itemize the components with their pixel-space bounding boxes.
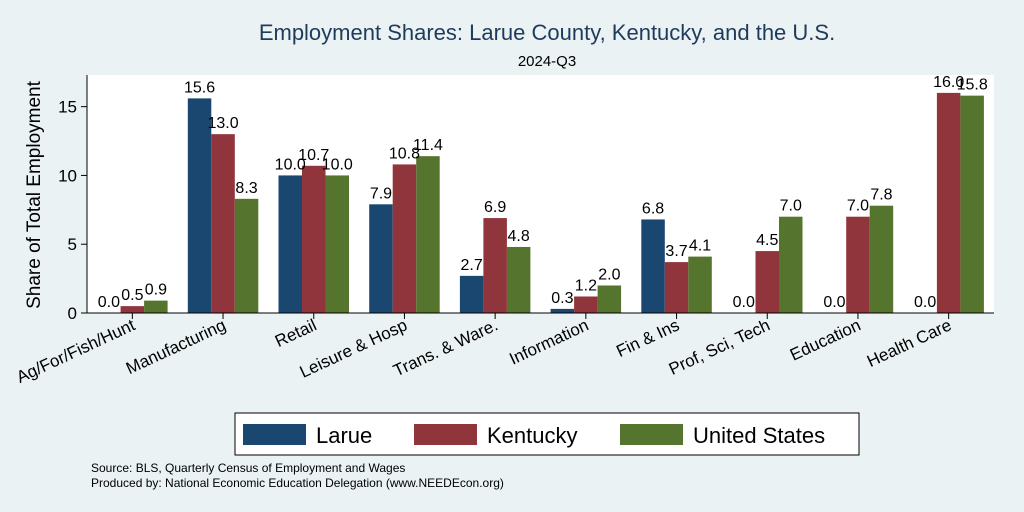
y-tick-label-0: 0 — [68, 304, 77, 323]
data-label-larue-fin-ins: 6.8 — [642, 200, 664, 217]
data-label-united-states-fin-ins: 4.1 — [689, 238, 711, 255]
data-label-larue-prof-sci-tech: 0.0 — [733, 294, 755, 311]
bar-kentucky-manufacturing — [211, 134, 235, 313]
data-label-larue-trans-ware: 2.7 — [461, 257, 483, 274]
bar-united-states-leisure-hosp — [416, 156, 440, 313]
data-label-united-states-ag-for-fish-hunt: 0.9 — [145, 282, 167, 299]
legend-label-united-states: United States — [693, 423, 825, 448]
bars — [120, 92, 984, 314]
data-label-kentucky-trans-ware: 6.9 — [484, 199, 506, 216]
bar-kentucky-fin-ins — [664, 262, 689, 313]
bar-united-states-prof-sci-tech — [779, 216, 803, 313]
bar-larue-leisure-hosp — [369, 204, 393, 313]
data-label-kentucky-fin-ins: 3.7 — [665, 243, 687, 260]
legend-label-larue: Larue — [316, 423, 372, 448]
bar-kentucky-trans-ware — [483, 218, 507, 313]
legend-swatch-larue — [243, 424, 306, 445]
bar-united-states-information — [597, 285, 622, 313]
bar-united-states-ag-for-fish-hunt — [144, 300, 168, 313]
data-label-united-states-trans-ware: 4.8 — [508, 228, 530, 245]
bar-larue-trans-ware — [459, 275, 484, 313]
bar-united-states-retail — [325, 175, 349, 313]
data-label-larue-leisure-hosp: 7.9 — [370, 185, 392, 202]
bar-kentucky-education — [846, 216, 870, 313]
bar-united-states-health-care — [960, 95, 984, 314]
bar-kentucky-health-care — [936, 92, 961, 313]
data-label-larue-information: 0.3 — [551, 290, 573, 307]
data-label-united-states-prof-sci-tech: 7.0 — [780, 198, 802, 215]
source-note: Source: BLS, Quarterly Census of Employm… — [91, 461, 405, 475]
data-label-united-states-retail: 10.0 — [322, 156, 353, 173]
data-label-united-states-leisure-hosp: 11.4 — [413, 137, 443, 154]
bar-kentucky-information — [574, 296, 598, 313]
y-tick-label-10: 10 — [58, 166, 77, 185]
legend: Larue Kentucky United States — [234, 412, 860, 456]
data-label-kentucky-manufacturing: 13.0 — [207, 115, 238, 132]
bar-larue-retail — [278, 175, 302, 313]
data-labels: 0.0 0.5 0.915.613.08.310.010.710.07.910.81… — [98, 74, 988, 311]
data-label-kentucky-leisure-hosp: 10.8 — [389, 145, 420, 162]
legend-swatch-united-states — [620, 424, 683, 445]
data-label-larue-education: 0.0 — [823, 294, 845, 311]
bar-united-states-fin-ins — [688, 256, 712, 313]
legend-box — [234, 412, 860, 456]
data-label-larue-retail: 10.0 — [275, 156, 306, 173]
data-label-kentucky-education: 7.0 — [847, 198, 869, 215]
data-label-kentucky-information: 1.2 — [575, 277, 597, 294]
data-label-united-states-information: 2.0 — [598, 266, 620, 283]
data-label-kentucky-retail: 10.7 — [298, 147, 329, 164]
data-label-united-states-health-care: 15.8 — [957, 77, 988, 94]
y-axis-title: Share of Total Employment — [24, 80, 45, 308]
data-label-united-states-education: 7.8 — [870, 187, 892, 204]
data-label-kentucky-health-care: 16.0 — [933, 74, 964, 91]
chart-title: Employment Shares: Larue County, Kentuck… — [259, 20, 835, 45]
data-label-larue-ag-for-fish-hunt: 0.0 — [98, 294, 120, 311]
chart-subtitle: 2024-Q3 — [518, 53, 576, 70]
y-tick-label-5: 5 — [68, 235, 77, 254]
bar-united-states-manufacturing — [234, 198, 259, 313]
data-label-kentucky-ag-for-fish-hunt: 0.5 — [121, 287, 143, 304]
produced-by-note: Produced by: National Economic Education… — [91, 476, 504, 490]
y-tick-label-15: 15 — [58, 98, 77, 117]
data-label-larue-health-care: 0.0 — [914, 294, 936, 311]
y-axis: 0 5 10 15 — [58, 98, 87, 323]
bar-kentucky-ag-for-fish-hunt — [120, 306, 145, 313]
data-label-united-states-manufacturing: 8.3 — [235, 180, 257, 197]
bar-kentucky-leisure-hosp — [392, 164, 417, 313]
bar-larue-fin-ins — [641, 219, 665, 313]
bar-united-states-education — [869, 205, 894, 313]
bar-kentucky-prof-sci-tech — [755, 251, 779, 313]
bar-larue-manufacturing — [187, 98, 212, 313]
data-label-larue-manufacturing: 15.6 — [184, 79, 215, 96]
bar-united-states-trans-ware — [506, 246, 531, 313]
legend-label-kentucky: Kentucky — [487, 423, 578, 448]
bar-larue-information — [550, 308, 575, 313]
bar-kentucky-retail — [302, 165, 326, 313]
legend-swatch-kentucky — [414, 424, 477, 445]
data-label-kentucky-prof-sci-tech: 4.5 — [756, 232, 778, 249]
